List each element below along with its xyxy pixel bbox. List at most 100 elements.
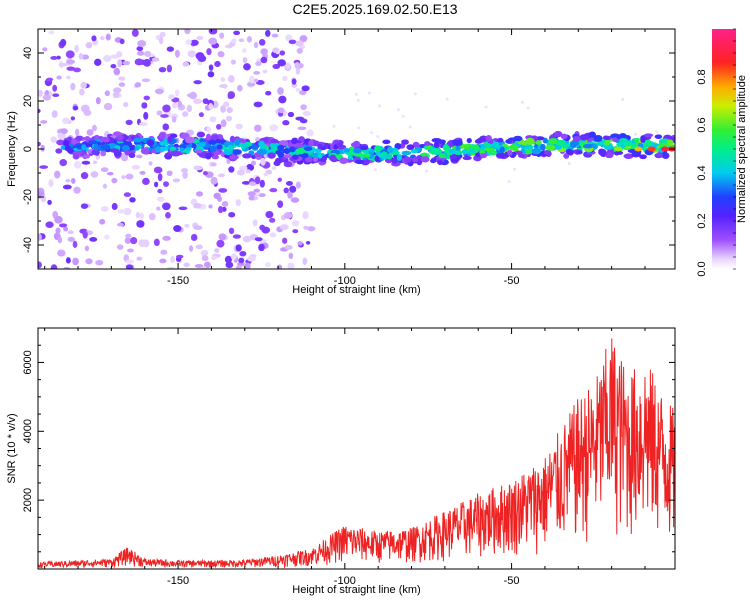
noise-blob [174, 49, 180, 58]
noise-blob [210, 176, 218, 185]
noise-blob [255, 79, 265, 86]
band-cell [548, 138, 558, 145]
noise-blob [228, 212, 236, 218]
noise-blob [111, 177, 118, 184]
noise-blob [227, 75, 235, 83]
noise-blob [139, 212, 144, 220]
band-cell [384, 157, 393, 164]
noise-blob [507, 180, 511, 184]
noise-blob [123, 192, 131, 198]
noise-blob [136, 46, 144, 52]
noise-blob [154, 181, 159, 188]
band-cell [170, 133, 178, 139]
noise-blob [182, 61, 190, 67]
band-cell [466, 138, 472, 144]
noise-blob [134, 58, 144, 66]
noise-blob [287, 191, 293, 199]
band-cell [132, 137, 143, 143]
band-cell [234, 139, 240, 146]
noise-blob [227, 91, 236, 99]
band-cell [308, 139, 314, 147]
noise-blob [290, 197, 300, 203]
band-cell [499, 146, 505, 154]
noise-blob [143, 111, 149, 120]
noise-blob [232, 234, 242, 239]
band-cell [569, 141, 577, 148]
colorbar-tick-label: 0.2 [696, 213, 708, 228]
noise-blob [210, 162, 217, 167]
band-cell [121, 144, 130, 152]
noise-blob [196, 36, 204, 41]
noise-blob [288, 252, 294, 260]
noise-blob [298, 90, 307, 96]
noise-blob [301, 85, 310, 92]
noise-blob [224, 255, 233, 264]
band-cell [391, 157, 398, 164]
noise-blob [39, 165, 49, 169]
noise-blob [247, 191, 256, 197]
spectrogram-x-tick-label: -150 [167, 275, 189, 287]
noise-blob [219, 84, 228, 89]
noise-blob [302, 110, 311, 117]
noise-blob [190, 233, 198, 242]
band-cell [291, 138, 298, 145]
band-cell [295, 142, 304, 149]
noise-blob [74, 128, 80, 137]
noise-blob [73, 186, 81, 194]
noise-blob [113, 87, 122, 94]
noise-blob [193, 202, 202, 209]
band-cell [518, 153, 525, 158]
noise-blob [255, 61, 262, 67]
band-cell [199, 141, 206, 148]
snr-y-axis-label: SNR (10 * v/v) [6, 413, 18, 483]
noise-blob [201, 266, 207, 269]
band-cell [505, 139, 513, 144]
noise-blob [254, 237, 263, 242]
noise-blob [370, 131, 374, 135]
noise-blob [303, 225, 309, 230]
noise-blob [176, 254, 184, 259]
noise-blob [162, 123, 170, 131]
band-cell [100, 144, 111, 150]
noise-blob [123, 102, 129, 108]
noise-blob [217, 173, 226, 178]
noise-blob [166, 46, 175, 52]
band-hotspot [634, 146, 643, 152]
noise-blob [287, 262, 295, 269]
noise-blob [194, 264, 204, 268]
noise-blob [125, 119, 133, 126]
noise-blob [484, 105, 488, 109]
noise-blob [299, 118, 308, 124]
noise-blob [258, 38, 266, 46]
noise-blob [226, 106, 233, 114]
noise-blob [102, 183, 108, 189]
noise-blob [148, 213, 156, 221]
noise-blob [195, 244, 203, 250]
noise-blob [184, 223, 190, 228]
noise-blob [154, 88, 164, 95]
band-cell [602, 135, 610, 141]
noise-blob [253, 70, 261, 75]
band-cell [295, 147, 306, 155]
band-cell [317, 152, 323, 159]
band-cell [572, 135, 581, 143]
noise-blob [174, 89, 180, 97]
noise-blob [193, 80, 202, 85]
noise-blob [210, 255, 217, 260]
noise-blob [157, 173, 163, 182]
noise-blob [272, 166, 277, 171]
noise-blob [72, 105, 79, 111]
noise-blob [242, 235, 252, 243]
snr-series [38, 338, 675, 569]
band-cell [660, 143, 668, 148]
noise-blob [70, 82, 76, 91]
noise-blob [125, 233, 132, 239]
band-cell [240, 143, 246, 150]
band-cell [205, 152, 212, 160]
snr-x-tick-label: -100 [334, 575, 356, 587]
noise-blob [292, 229, 299, 234]
noise-blob [264, 262, 271, 268]
band-cell [102, 137, 110, 143]
noise-blob [42, 47, 48, 52]
band-cell [406, 144, 415, 150]
